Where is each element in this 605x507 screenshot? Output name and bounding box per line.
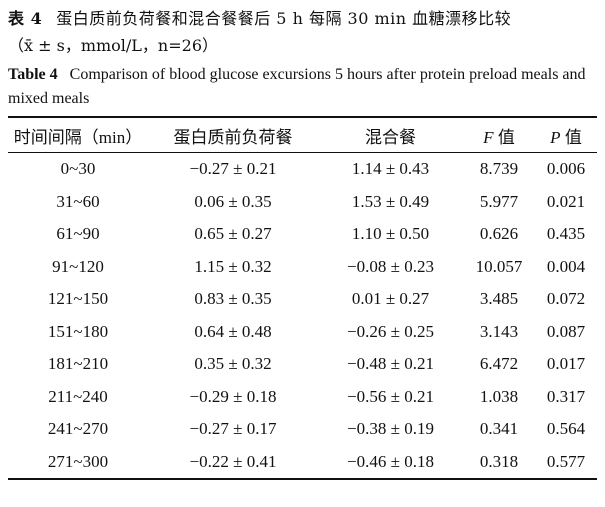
cell-mixed: 0.01 ± 0.27 — [351, 289, 430, 309]
cell-mixed: −0.48 ± 0.21 — [347, 354, 434, 374]
table-row: 271~300 −0.22 ± 0.41 −0.46 ± 0.18 0.318 … — [8, 446, 597, 479]
cell-p: 0.006 — [546, 159, 586, 179]
caption-cn-title: 蛋白质前负荷餐和混合餐餐后 5 h 每隔 30 min 血糖漂移比较 — [56, 9, 512, 28]
cell-interval: 91~120 — [52, 256, 104, 276]
table-row: 0~30 −0.27 ± 0.21 1.14 ± 0.43 8.739 0.00… — [8, 153, 597, 186]
cell-interval: 31~60 — [56, 191, 100, 211]
caption-cn-label: 表 4 — [8, 9, 43, 28]
cell-p: 0.072 — [546, 289, 586, 309]
header-p-suffix: 值 — [560, 127, 582, 147]
cell-interval: 61~90 — [56, 224, 100, 244]
cell-protein: −0.27 ± 0.17 — [189, 419, 277, 439]
table-row: 91~120 1.15 ± 0.32 −0.08 ± 0.23 10.057 0… — [8, 251, 597, 284]
caption-en-title: Comparison of blood glucose excursions 5… — [8, 66, 586, 107]
cell-p: 0.577 — [546, 451, 586, 471]
cell-p: 0.564 — [546, 419, 586, 439]
cell-f: 0.341 — [479, 419, 519, 439]
caption-en: Table 4 Comparison of blood glucose excur… — [8, 63, 597, 111]
table-row: 31~60 0.06 ± 0.35 1.53 ± 0.49 5.977 0.02… — [8, 186, 597, 219]
header-mixed: 混合餐 — [365, 127, 416, 147]
cell-mixed: 1.14 ± 0.43 — [351, 159, 430, 179]
header-f-symbol: F — [483, 127, 494, 147]
table-row: 181~210 0.35 ± 0.32 −0.48 ± 0.21 6.472 0… — [8, 348, 597, 381]
cell-interval: 211~240 — [48, 386, 108, 406]
cell-interval: 151~180 — [47, 321, 109, 341]
cell-protein: −0.27 ± 0.21 — [189, 159, 277, 179]
cell-protein: 0.64 ± 0.48 — [194, 321, 272, 341]
table-row: 121~150 0.83 ± 0.35 0.01 ± 0.27 3.485 0.… — [8, 283, 597, 316]
header-p-symbol: P — [550, 127, 561, 147]
cell-protein: −0.29 ± 0.18 — [189, 386, 277, 406]
cell-interval: 181~210 — [47, 354, 109, 374]
header-interval: 时间间隔（min） — [13, 127, 143, 147]
cell-mixed: −0.26 ± 0.25 — [347, 321, 434, 341]
table-header-row: 时间间隔（min） 蛋白质前负荷餐 混合餐 F 值 P 值 — [8, 117, 597, 153]
cell-protein: −0.22 ± 0.41 — [189, 451, 277, 471]
cell-f: 6.472 — [479, 354, 519, 374]
cell-protein: 1.15 ± 0.32 — [194, 256, 272, 276]
cell-interval: 271~300 — [47, 451, 109, 471]
table-row: 211~240 −0.29 ± 0.18 −0.56 ± 0.21 1.038 … — [8, 381, 597, 414]
header-p-value: P 值 — [535, 117, 597, 153]
cell-p: 0.004 — [546, 256, 586, 276]
table-figure: 表 4 蛋白质前负荷餐和混合餐餐后 5 h 每隔 30 min 血糖漂移比较 （x… — [8, 4, 597, 480]
caption-cn-subtitle: （x̄ ± s，mmol/L，n=26） — [8, 36, 218, 55]
cell-p: 0.317 — [546, 386, 586, 406]
cell-mixed: −0.46 ± 0.18 — [347, 451, 434, 471]
cell-f: 1.038 — [479, 386, 519, 406]
cell-f: 0.626 — [479, 224, 519, 244]
table-body: 0~30 −0.27 ± 0.21 1.14 ± 0.43 8.739 0.00… — [8, 153, 597, 479]
table-row: 61~90 0.65 ± 0.27 1.10 ± 0.50 0.626 0.43… — [8, 218, 597, 251]
cell-mixed: −0.56 ± 0.21 — [347, 386, 434, 406]
cell-interval: 241~270 — [47, 419, 109, 439]
cell-interval: 0~30 — [60, 159, 96, 179]
cell-mixed: 1.53 ± 0.49 — [351, 191, 430, 211]
cell-p: 0.087 — [546, 321, 586, 341]
cell-f: 8.739 — [479, 159, 519, 179]
cell-mixed: −0.08 ± 0.23 — [347, 256, 434, 276]
cell-f: 3.485 — [479, 289, 519, 309]
cell-protein: 0.83 ± 0.35 — [194, 289, 272, 309]
cell-p: 0.021 — [546, 191, 586, 211]
header-f-suffix: 值 — [493, 127, 515, 147]
cell-protein: 0.65 ± 0.27 — [194, 224, 272, 244]
header-protein: 蛋白质前负荷餐 — [173, 127, 293, 147]
cell-mixed: −0.38 ± 0.19 — [347, 419, 434, 439]
data-table: 时间间隔（min） 蛋白质前负荷餐 混合餐 F 值 P 值 0~30 −0.27… — [8, 116, 597, 480]
cell-interval: 121~150 — [47, 289, 109, 309]
caption-en-label: Table 4 — [8, 66, 58, 83]
cell-f: 0.318 — [479, 451, 519, 471]
cell-protein: 0.06 ± 0.35 — [194, 191, 272, 211]
table-row: 241~270 −0.27 ± 0.17 −0.38 ± 0.19 0.341 … — [8, 413, 597, 446]
cell-mixed: 1.10 ± 0.50 — [351, 224, 430, 244]
caption-cn: 表 4 蛋白质前负荷餐和混合餐餐后 5 h 每隔 30 min 血糖漂移比较 — [8, 4, 597, 33]
cell-f: 5.977 — [479, 191, 519, 211]
cell-f: 10.057 — [475, 256, 523, 276]
table-row: 151~180 0.64 ± 0.48 −0.26 ± 0.25 3.143 0… — [8, 316, 597, 349]
cell-protein: 0.35 ± 0.32 — [194, 354, 272, 374]
cell-p: 0.017 — [546, 354, 586, 374]
header-f-value: F 值 — [463, 117, 535, 153]
cell-p: 0.435 — [546, 224, 586, 244]
cell-f: 3.143 — [479, 321, 519, 341]
